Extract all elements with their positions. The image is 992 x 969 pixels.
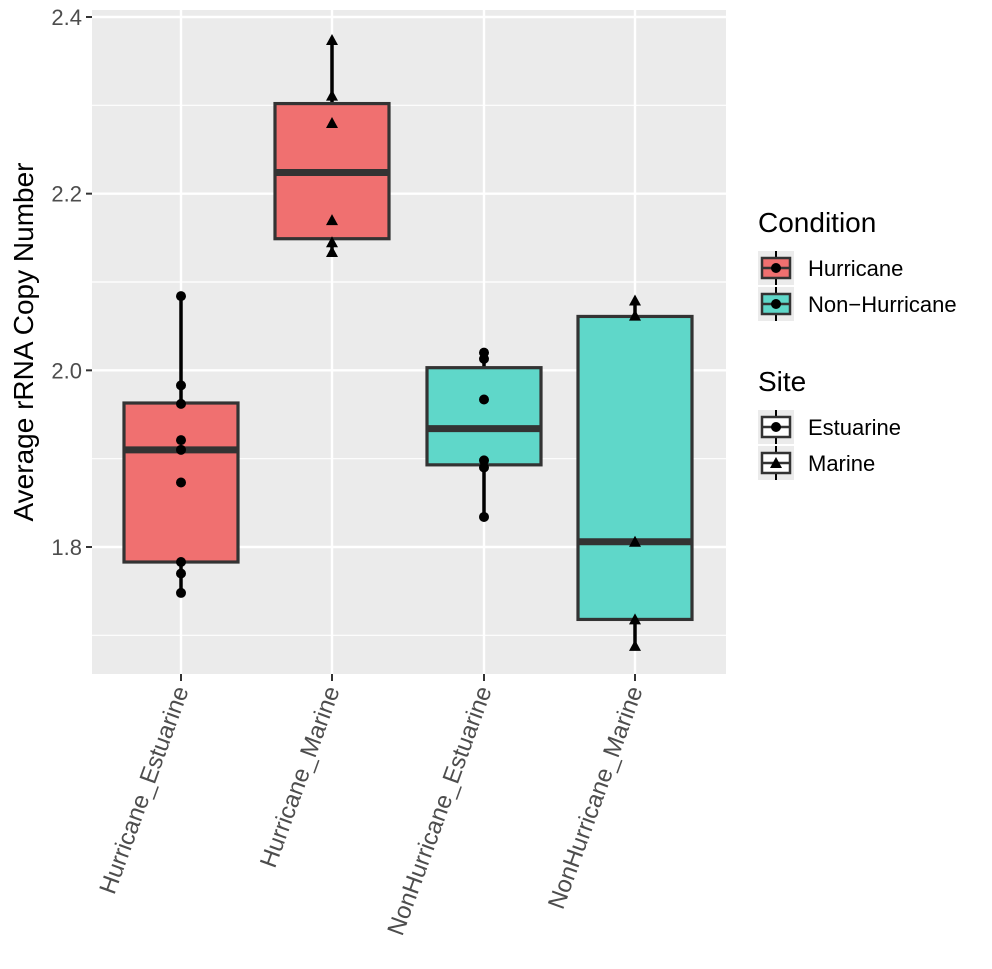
gridlines (92, 10, 726, 674)
legend-key-estuarine (758, 410, 794, 444)
data-point-triangle (326, 214, 338, 226)
box-group (273, 33, 391, 257)
data-point-circle (479, 353, 489, 364)
y-tick-label: 2.4 (51, 5, 82, 30)
data-point-circle (479, 455, 489, 466)
legend-site-title: Site (758, 366, 806, 397)
data-point-triangle (326, 236, 338, 248)
legend-key-point (770, 457, 782, 468)
box-group (122, 291, 240, 598)
data-point-triangle (326, 245, 338, 257)
data-point-circle (176, 444, 186, 455)
legend-key-point (771, 422, 781, 432)
data-point-circle (176, 477, 186, 488)
legend-label: Non−Hurricane (808, 292, 957, 317)
data-point-circle (176, 435, 186, 446)
data-point-triangle (629, 294, 641, 306)
data-point-triangle (629, 613, 641, 625)
y-axis: 1.8 2.0 2.2 2.4 (51, 5, 92, 560)
x-tick-label: NonHurricane_Estuarine (382, 683, 497, 939)
x-axis: Hurricane_Estuarine Hurricane_Marine NonHu… (94, 674, 649, 939)
data-point-triangle (326, 89, 338, 101)
box (425, 366, 543, 467)
data-point-triangle (629, 639, 641, 651)
data-point-circle (176, 398, 186, 409)
legend-key-non-hurricane (758, 287, 794, 321)
box (576, 314, 694, 622)
x-tick-label: Hurricane_Marine (255, 683, 346, 871)
legend-key-hurricane (758, 251, 794, 285)
data-point-circle (176, 587, 186, 598)
data-point-circle (479, 462, 489, 473)
y-axis-title: Average rRNA Copy Number (8, 163, 39, 522)
legend-site-items: Estuarine Marine (758, 410, 901, 480)
legend-label: Estuarine (808, 415, 901, 440)
x-tick-label: Hurricane_Estuarine (94, 683, 194, 898)
data-point-circle (479, 394, 489, 405)
box-group (576, 294, 694, 651)
data-point-circle (176, 291, 186, 302)
legend-label: Marine (808, 451, 875, 476)
boxes (122, 33, 694, 651)
legend-condition-items: Hurricane Non−Hurricane (758, 251, 957, 321)
legend: Condition Hurricane Non−Hurricane Site Es… (758, 207, 957, 480)
y-tick-label: 2.2 (51, 182, 82, 207)
data-point-triangle (326, 117, 338, 128)
legend-key-point (771, 263, 781, 273)
legend-label: Hurricane (808, 256, 903, 281)
data-point-circle (479, 511, 489, 522)
legend-key-point (771, 299, 781, 309)
x-tick-label: NonHurricane_Marine (543, 683, 649, 913)
data-point-triangle (629, 535, 641, 547)
legend-condition-title: Condition (758, 207, 876, 238)
legend-key-marine (758, 446, 794, 480)
data-point-circle (176, 557, 186, 568)
data-point-triangle (629, 309, 641, 321)
data-point-triangle (326, 33, 338, 45)
y-tick-label: 2.0 (51, 358, 82, 383)
data-point-circle (176, 568, 186, 579)
y-tick-label: 1.8 (51, 535, 82, 560)
box-group (425, 347, 543, 522)
data-point-circle (176, 380, 186, 391)
